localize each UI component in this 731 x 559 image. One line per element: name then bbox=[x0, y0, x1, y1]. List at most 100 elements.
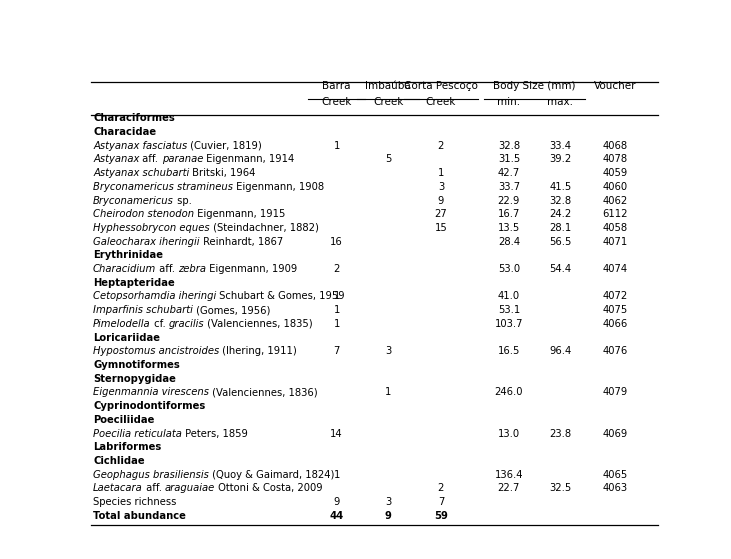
Text: 9: 9 bbox=[385, 511, 392, 521]
Text: Characiformes: Characiformes bbox=[93, 113, 175, 124]
Text: 41.0: 41.0 bbox=[498, 291, 520, 301]
Text: 9: 9 bbox=[438, 196, 444, 206]
Text: Cichlidae: Cichlidae bbox=[93, 456, 145, 466]
Text: Laetacara: Laetacara bbox=[93, 484, 143, 494]
Text: 4069: 4069 bbox=[602, 429, 627, 438]
Text: Gymnotiformes: Gymnotiformes bbox=[93, 360, 180, 370]
Text: 4059: 4059 bbox=[602, 168, 627, 178]
Text: Astyanax schubarti: Astyanax schubarti bbox=[93, 168, 189, 178]
Text: 136.4: 136.4 bbox=[495, 470, 523, 480]
Text: Labriformes: Labriformes bbox=[93, 442, 162, 452]
Text: 39.2: 39.2 bbox=[549, 154, 572, 164]
Text: Sternopygidae: Sternopygidae bbox=[93, 374, 176, 383]
Text: Poecilia reticulata: Poecilia reticulata bbox=[93, 429, 182, 438]
Text: 28.1: 28.1 bbox=[549, 223, 572, 233]
Text: Voucher: Voucher bbox=[594, 81, 636, 91]
Text: Astyanax: Astyanax bbox=[93, 154, 140, 164]
Text: (Steindachner, 1882): (Steindachner, 1882) bbox=[210, 223, 319, 233]
Text: Reinhardt, 1867: Reinhardt, 1867 bbox=[200, 236, 283, 247]
Text: Creek: Creek bbox=[425, 97, 456, 107]
Text: 16.7: 16.7 bbox=[498, 209, 520, 219]
Text: 2: 2 bbox=[333, 264, 340, 274]
Text: Hypostomus ancistroides: Hypostomus ancistroides bbox=[93, 346, 219, 356]
Text: 1: 1 bbox=[333, 319, 340, 329]
Text: 22.7: 22.7 bbox=[498, 484, 520, 494]
Text: (Gomes, 1956): (Gomes, 1956) bbox=[193, 305, 270, 315]
Text: 4058: 4058 bbox=[602, 223, 627, 233]
Text: 15: 15 bbox=[434, 223, 447, 233]
Text: 13.0: 13.0 bbox=[498, 429, 520, 438]
Text: 4078: 4078 bbox=[602, 154, 627, 164]
Text: 3: 3 bbox=[385, 497, 391, 507]
Text: 1: 1 bbox=[333, 141, 340, 151]
Text: 7: 7 bbox=[438, 497, 444, 507]
Text: 32.8: 32.8 bbox=[498, 141, 520, 151]
Text: 4074: 4074 bbox=[602, 264, 627, 274]
Text: (Quoy & Gaimard, 1824): (Quoy & Gaimard, 1824) bbox=[209, 470, 334, 480]
Text: Imbaúba: Imbaúba bbox=[366, 81, 411, 91]
Text: 4071: 4071 bbox=[602, 236, 627, 247]
Text: 14: 14 bbox=[330, 429, 343, 438]
Text: 41.5: 41.5 bbox=[549, 182, 572, 192]
Text: Erythrinidae: Erythrinidae bbox=[93, 250, 163, 260]
Text: (Valenciennes, 1835): (Valenciennes, 1835) bbox=[204, 319, 313, 329]
Text: 3: 3 bbox=[385, 346, 391, 356]
Text: Barra: Barra bbox=[322, 81, 351, 91]
Text: 4068: 4068 bbox=[602, 141, 627, 151]
Text: 42.7: 42.7 bbox=[498, 168, 520, 178]
Text: Bryconamericus: Bryconamericus bbox=[93, 196, 174, 206]
Text: 1: 1 bbox=[333, 291, 340, 301]
Text: Poeciliidae: Poeciliidae bbox=[93, 415, 154, 425]
Text: Schubart & Gomes, 1959: Schubart & Gomes, 1959 bbox=[216, 291, 345, 301]
Text: 2: 2 bbox=[438, 484, 444, 494]
Text: Eigenmann, 1908: Eigenmann, 1908 bbox=[233, 182, 325, 192]
Text: 1: 1 bbox=[333, 305, 340, 315]
Text: Corta Pescoço: Corta Pescoço bbox=[404, 81, 478, 91]
Text: 1: 1 bbox=[333, 470, 340, 480]
Text: (Valenciennes, 1836): (Valenciennes, 1836) bbox=[209, 387, 318, 397]
Text: 22.9: 22.9 bbox=[498, 196, 520, 206]
Text: Cetopsorhamdia iheringi: Cetopsorhamdia iheringi bbox=[93, 291, 216, 301]
Text: Cheirodon stenodon: Cheirodon stenodon bbox=[93, 209, 194, 219]
Text: 31.5: 31.5 bbox=[498, 154, 520, 164]
Text: 7: 7 bbox=[333, 346, 340, 356]
Text: 4066: 4066 bbox=[602, 319, 627, 329]
Text: 103.7: 103.7 bbox=[495, 319, 523, 329]
Text: Characidium: Characidium bbox=[93, 264, 156, 274]
Text: Creek: Creek bbox=[373, 97, 404, 107]
Text: (Ihering, 1911): (Ihering, 1911) bbox=[219, 346, 297, 356]
Text: 3: 3 bbox=[438, 182, 444, 192]
Text: 32.8: 32.8 bbox=[550, 196, 572, 206]
Text: 5: 5 bbox=[385, 154, 391, 164]
Text: 1: 1 bbox=[438, 168, 444, 178]
Text: paranae: paranae bbox=[162, 154, 203, 164]
Text: 56.5: 56.5 bbox=[549, 236, 572, 247]
Text: 4060: 4060 bbox=[602, 182, 627, 192]
Text: Astyanax fasciatus: Astyanax fasciatus bbox=[93, 141, 187, 151]
Text: Peters, 1859: Peters, 1859 bbox=[182, 429, 248, 438]
Text: 23.8: 23.8 bbox=[550, 429, 572, 438]
Text: aff.: aff. bbox=[156, 264, 178, 274]
Text: Species richness: Species richness bbox=[93, 497, 176, 507]
Text: 96.4: 96.4 bbox=[549, 346, 572, 356]
Text: araguaiae: araguaiae bbox=[165, 484, 215, 494]
Text: 9: 9 bbox=[333, 497, 340, 507]
Text: gracilis: gracilis bbox=[169, 319, 204, 329]
Text: max.: max. bbox=[548, 97, 573, 107]
Text: 53.1: 53.1 bbox=[498, 305, 520, 315]
Text: 4063: 4063 bbox=[602, 484, 627, 494]
Text: Cyprinodontiformes: Cyprinodontiformes bbox=[93, 401, 205, 411]
Text: sp.: sp. bbox=[174, 196, 192, 206]
Text: 16: 16 bbox=[330, 236, 343, 247]
Text: 33.7: 33.7 bbox=[498, 182, 520, 192]
Text: Pimelodella: Pimelodella bbox=[93, 319, 151, 329]
Text: 32.5: 32.5 bbox=[549, 484, 572, 494]
Text: (Cuvier, 1819): (Cuvier, 1819) bbox=[187, 141, 262, 151]
Text: Loricariidae: Loricariidae bbox=[93, 333, 160, 343]
Text: cf.: cf. bbox=[151, 319, 169, 329]
Text: aff.: aff. bbox=[140, 154, 162, 164]
Text: Heptapteridae: Heptapteridae bbox=[93, 278, 175, 288]
Text: Galeocharax iheringii: Galeocharax iheringii bbox=[93, 236, 200, 247]
Text: 54.4: 54.4 bbox=[550, 264, 572, 274]
Text: 13.5: 13.5 bbox=[498, 223, 520, 233]
